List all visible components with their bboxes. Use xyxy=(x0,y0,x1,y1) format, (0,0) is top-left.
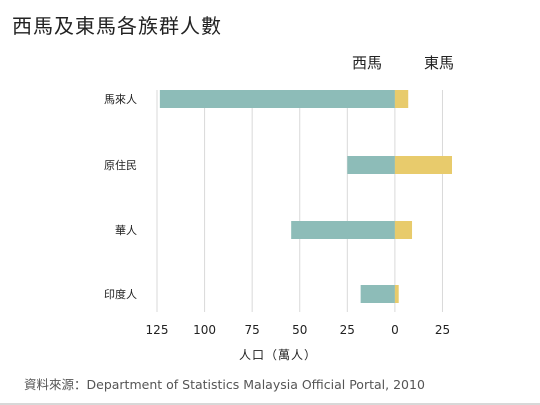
bar-east-2 xyxy=(394,221,413,239)
source-note: 資料來源：Department of Statistics Malaysia O… xyxy=(24,377,425,392)
grid-layer xyxy=(156,90,443,312)
legend-east-label: 東馬 xyxy=(424,54,455,72)
bar-east-3 xyxy=(394,285,399,303)
legend-west-label: 西馬 xyxy=(352,54,383,72)
bar-east-0 xyxy=(394,90,409,108)
bottom-divider xyxy=(0,403,540,405)
x-tick-label-3: 50 xyxy=(292,323,307,337)
category-label-1: 原住民 xyxy=(104,158,137,172)
category-label-3: 印度人 xyxy=(104,287,137,301)
bar-west-0 xyxy=(159,90,395,108)
x-tick-label-2: 75 xyxy=(245,323,260,337)
bar-west-1 xyxy=(347,156,395,174)
bar-layer xyxy=(159,90,452,303)
x-tick-label-6: 25 xyxy=(435,323,450,337)
bar-west-3 xyxy=(360,285,395,303)
bar-west-2 xyxy=(291,221,395,239)
x-tick-label-5: 0 xyxy=(391,323,399,337)
bar-east-1 xyxy=(394,156,452,174)
category-label-2: 華人 xyxy=(115,224,137,237)
category-label-0: 馬來人 xyxy=(104,93,137,106)
x-tick-label-0: 125 xyxy=(146,323,169,337)
x-axis-label: 人口（萬人） xyxy=(239,348,317,362)
x-tick-label-1: 100 xyxy=(193,323,216,337)
chart-title: 西馬及東馬各族群人數 xyxy=(12,14,222,38)
x-tick-label-4: 25 xyxy=(340,323,355,337)
